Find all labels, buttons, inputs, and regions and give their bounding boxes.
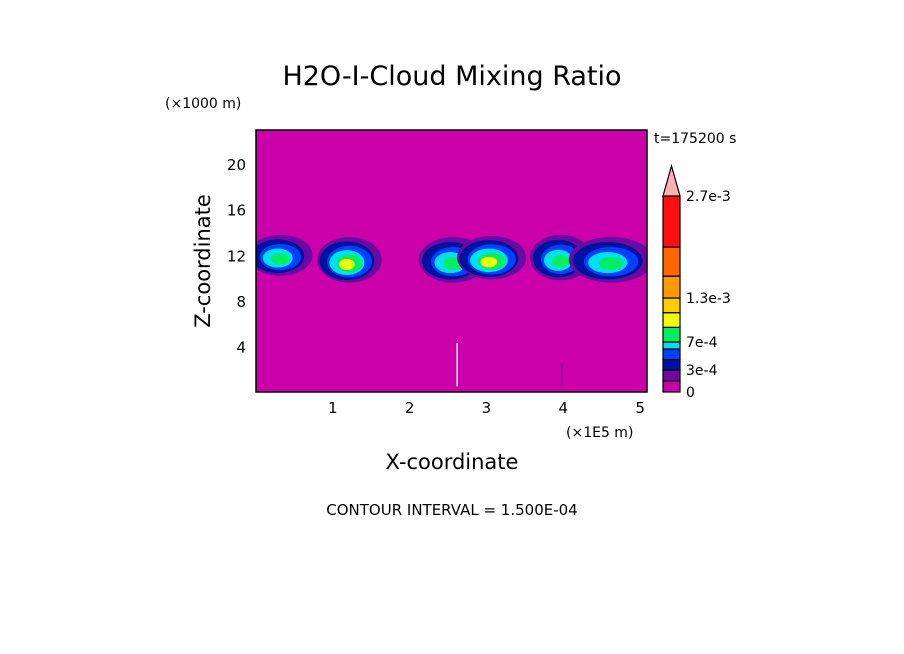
colorbar-segment bbox=[662, 358, 681, 371]
colorbar-segment bbox=[662, 341, 681, 350]
x-tick-label: 5 bbox=[635, 399, 645, 417]
time-label: t=175200 s bbox=[654, 131, 736, 147]
x-tick-label: 1 bbox=[328, 399, 338, 417]
x-unit-label: (×1E5 m) bbox=[566, 425, 633, 441]
colorbar-segment bbox=[662, 348, 681, 361]
cloud-contour-1-level-6 bbox=[339, 258, 355, 270]
colorbar-segment bbox=[662, 369, 681, 382]
chart-title: H2O-I-Cloud Mixing Ratio bbox=[282, 61, 621, 92]
y-tick-label: 8 bbox=[236, 293, 246, 311]
cloud-contour-4-level-5 bbox=[551, 254, 570, 268]
colorbar-segment bbox=[662, 246, 681, 277]
contour-field bbox=[256, 234, 647, 387]
colorbar-extend-arrow bbox=[662, 163, 681, 197]
colorbar-segment bbox=[662, 297, 681, 314]
colorbar-segment bbox=[662, 380, 681, 393]
colorbar-label: 3e-4 bbox=[686, 363, 718, 379]
colorbar-segment bbox=[662, 195, 681, 248]
cloud-contour-0-level-5 bbox=[271, 253, 290, 265]
colorbar-segment bbox=[662, 312, 681, 328]
x-tick-label: 2 bbox=[405, 399, 415, 417]
plot-frame bbox=[255, 129, 648, 393]
x-tick-label: 4 bbox=[558, 399, 568, 417]
y-ticks: 4 8 12 16 20 bbox=[227, 156, 246, 356]
y-axis-label: Z-coordinate bbox=[191, 194, 215, 328]
x-tick-label: 3 bbox=[482, 399, 492, 417]
cloud-contour-3-level-6 bbox=[480, 256, 498, 268]
y-tick-label: 20 bbox=[227, 156, 246, 174]
colorbar-label: 7e-4 bbox=[686, 335, 718, 351]
y-tick-label: 12 bbox=[227, 247, 246, 265]
colorbar-label: 2.7e-3 bbox=[686, 189, 731, 205]
colorbar-segment bbox=[662, 275, 681, 299]
x-axis-label: X-coordinate bbox=[386, 450, 519, 474]
colorbar-label: 0 bbox=[686, 385, 695, 401]
colorbar: 0 3e-4 7e-4 1.3e-3 2.7e-3 bbox=[662, 163, 731, 401]
contour-interval-label: CONTOUR INTERVAL = 1.500E-04 bbox=[326, 501, 577, 519]
y-unit-label: (×1000 m) bbox=[165, 96, 241, 112]
x-ticks: 1 2 3 4 5 bbox=[328, 399, 645, 417]
y-tick-label: 16 bbox=[227, 202, 246, 220]
y-tick-label: 4 bbox=[236, 338, 246, 356]
cloud-contour-5-level-5 bbox=[598, 256, 624, 271]
colorbar-label: 1.3e-3 bbox=[686, 291, 731, 307]
colorbar-segment bbox=[662, 326, 681, 343]
